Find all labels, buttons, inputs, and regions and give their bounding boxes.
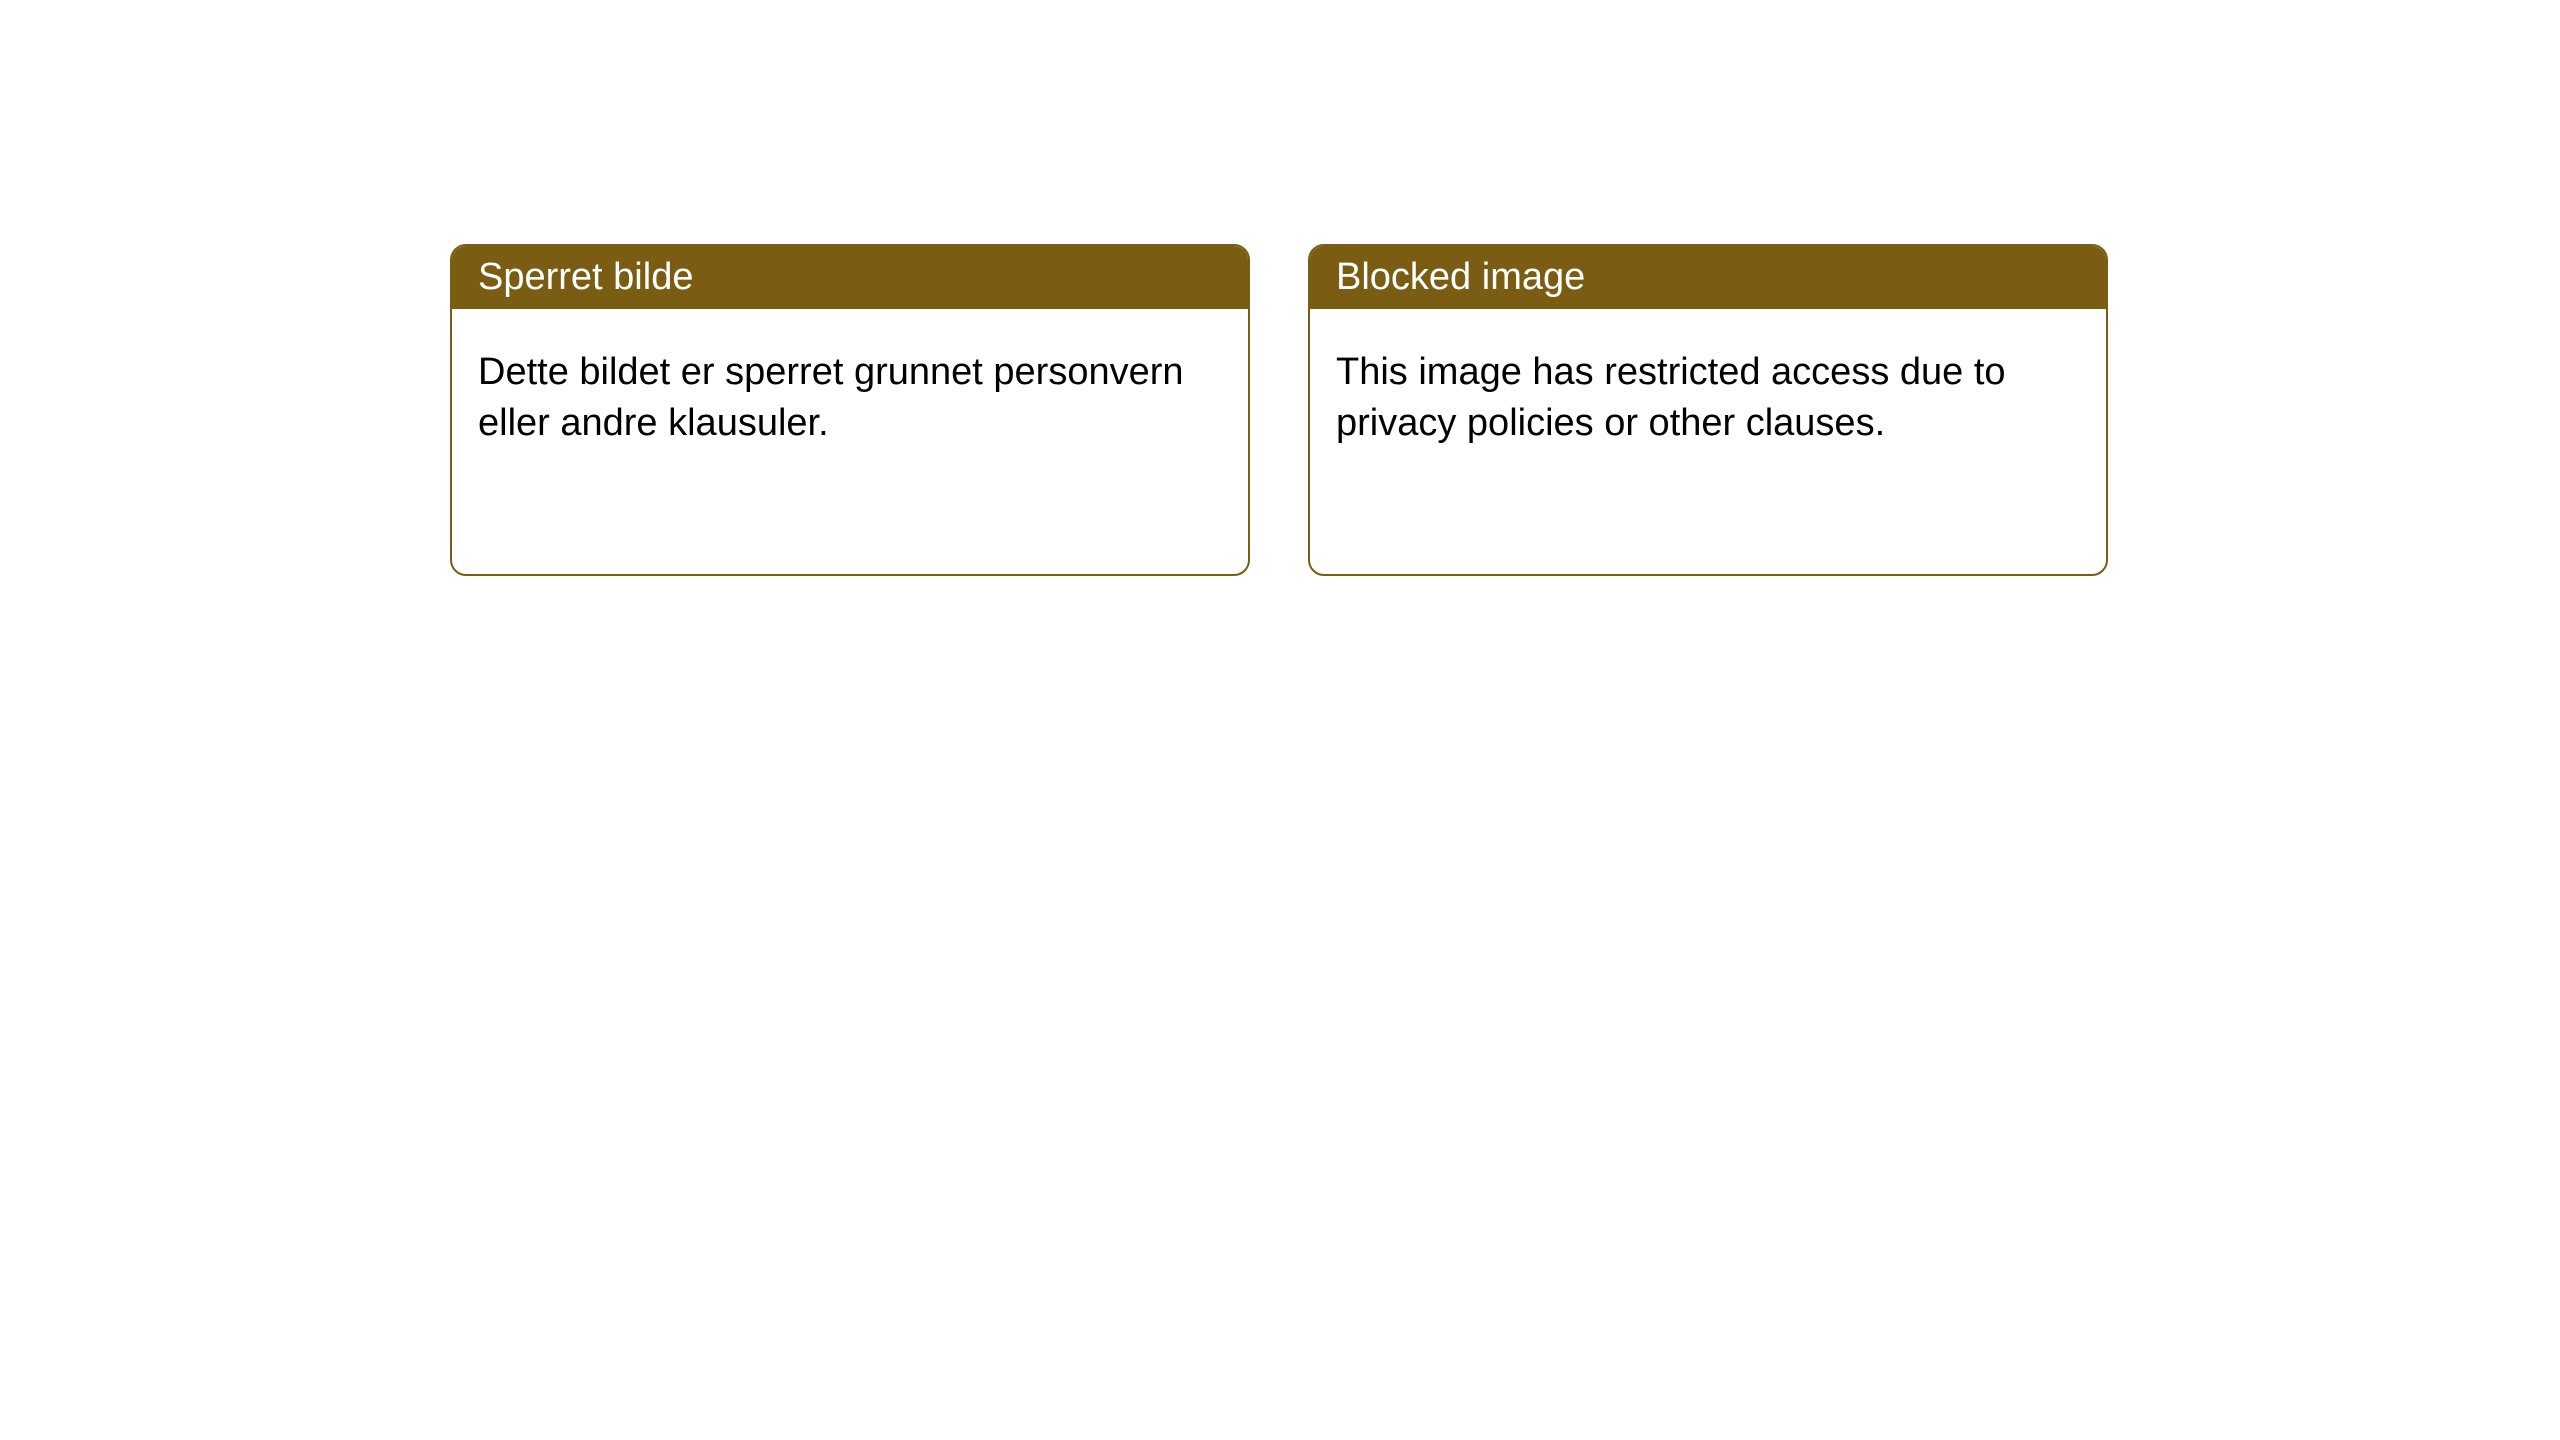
card-header: Sperret bilde bbox=[452, 246, 1248, 309]
card-title: Blocked image bbox=[1336, 256, 1585, 298]
card-body-text: This image has restricted access due to … bbox=[1336, 351, 2006, 444]
card-body: Dette bildet er sperret grunnet personve… bbox=[452, 309, 1248, 488]
notice-card-english: Blocked image This image has restricted … bbox=[1308, 244, 2108, 576]
card-body: This image has restricted access due to … bbox=[1310, 309, 2106, 488]
notice-cards-container: Sperret bilde Dette bildet er sperret gr… bbox=[0, 0, 2560, 576]
notice-card-norwegian: Sperret bilde Dette bildet er sperret gr… bbox=[450, 244, 1250, 576]
card-header: Blocked image bbox=[1310, 246, 2106, 309]
card-body-text: Dette bildet er sperret grunnet personve… bbox=[478, 351, 1184, 444]
card-title: Sperret bilde bbox=[478, 256, 693, 298]
